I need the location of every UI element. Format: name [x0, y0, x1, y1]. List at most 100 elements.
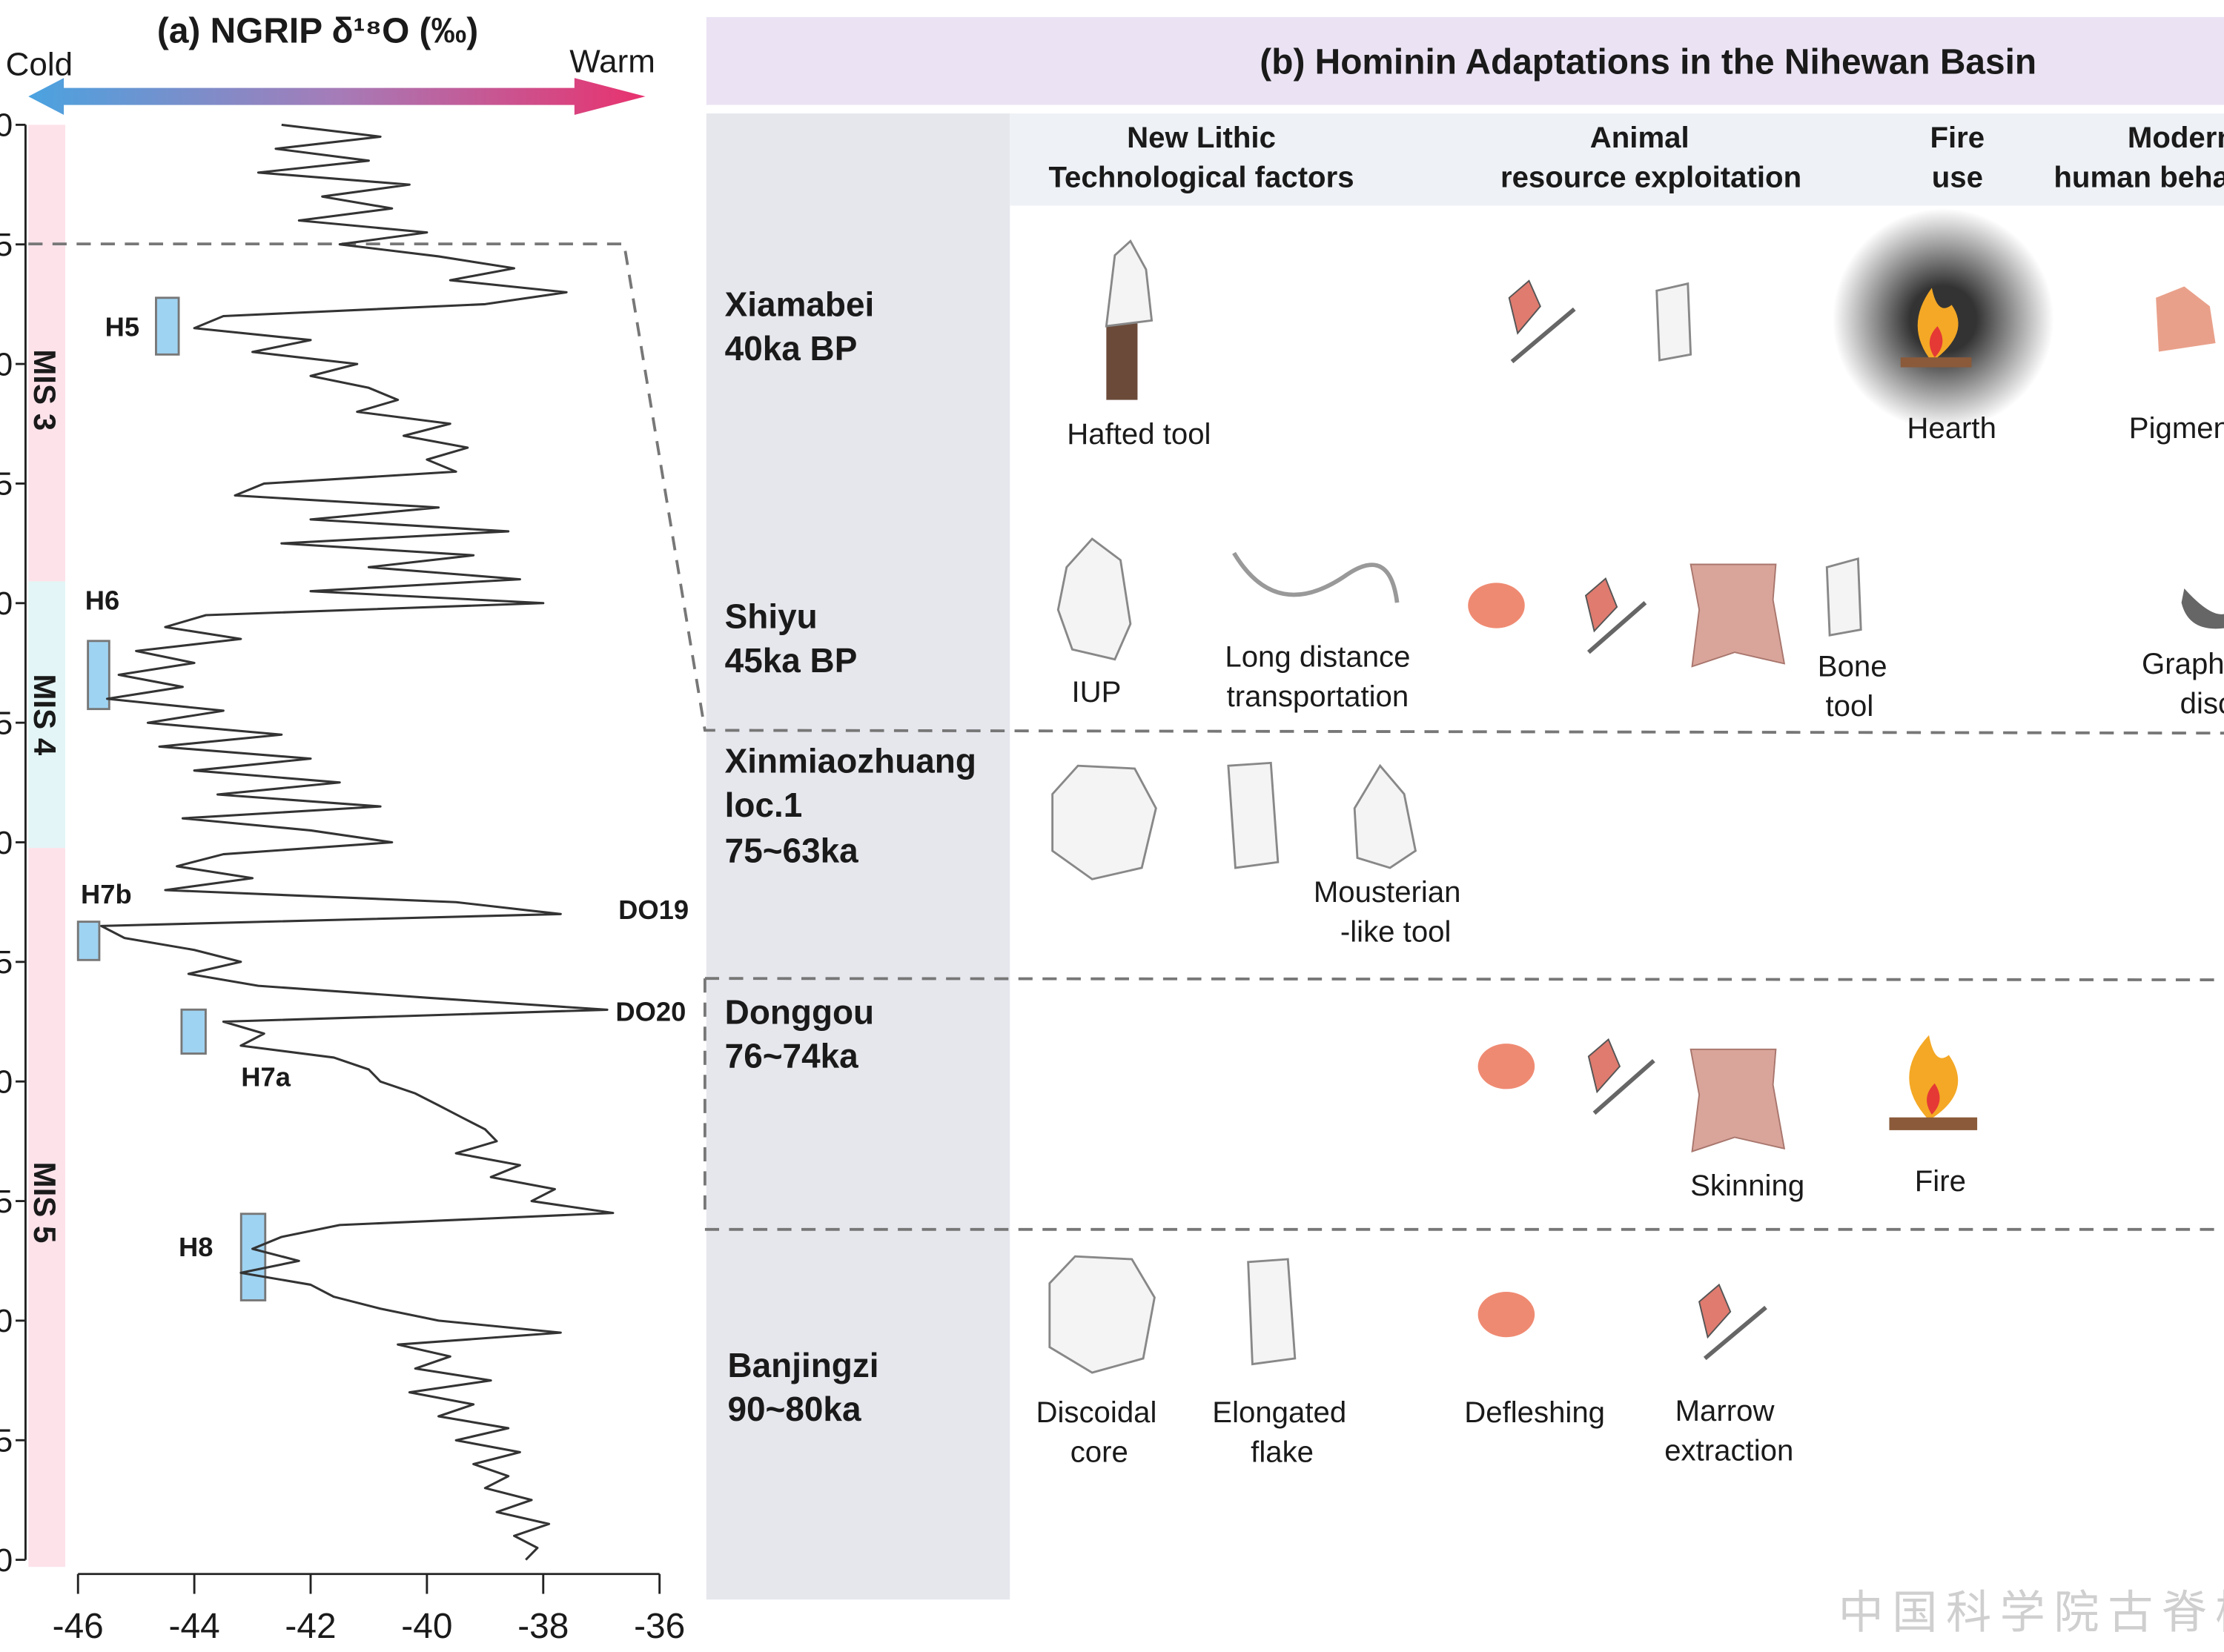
icon-shape [1247, 1258, 1297, 1366]
icon-shape [1655, 282, 1692, 362]
icon-shape [1587, 1038, 1621, 1094]
watermark: 中国科学院古脊椎 [1839, 1586, 2224, 1639]
icon-shape [1889, 1117, 1978, 1130]
y-tick-label: 40 [0, 107, 13, 144]
icon-shape [1048, 1255, 1156, 1374]
icons [1048, 208, 2224, 1374]
icon-shape [28, 242, 2224, 735]
item-label: Fire [1915, 1164, 1966, 1198]
mis-band [28, 848, 66, 1568]
item-label: tool [1826, 689, 1874, 723]
site-age: 76~74ka [725, 1037, 858, 1075]
item-label: core [1070, 1436, 1128, 1469]
icon-shape [76, 920, 101, 961]
column-head: Modern [2128, 121, 2224, 154]
icon-shape [1468, 583, 1525, 628]
item-label: Skinning [1690, 1169, 1804, 1202]
column-head: human behavior [2053, 161, 2224, 194]
icon-shape [1592, 1058, 1655, 1115]
icon-shape [1929, 326, 1943, 358]
item-label: Bone [1818, 650, 1887, 683]
stage-label: MIS 5 [27, 1162, 62, 1244]
item-label: Mousterian [1314, 875, 1461, 909]
site-name: loc.1 [725, 786, 803, 824]
y-tick-label: 60 [0, 586, 13, 622]
icon-shape [704, 977, 2224, 982]
item-label: transportation [1227, 680, 1409, 713]
mis-band [28, 125, 66, 582]
item-label: disc [2180, 686, 2224, 720]
chart-title: (a) NGRIP δ¹⁸O (‰) [157, 11, 478, 50]
icon-shape [1900, 357, 1972, 368]
panel-b: (b) Hominin Adaptations in the Nihewan B… [706, 16, 2224, 1639]
item-label: -like tool [1340, 915, 1452, 948]
event-label: H8 [179, 1232, 213, 1262]
icon-shape [2181, 588, 2224, 629]
item-label: Long distance [1225, 640, 1410, 673]
item-label: Marrow [1675, 1394, 1775, 1427]
icon-shape [180, 1008, 207, 1055]
x-tick-label: -44 [169, 1607, 220, 1646]
icon-shape [1105, 239, 1154, 328]
item-label: Defleshing [1464, 1396, 1605, 1429]
icon-shape [1232, 551, 1400, 603]
icon-shape [1698, 1283, 1732, 1339]
icon-shape [1584, 577, 1618, 633]
y-tick-label: 90 [0, 1303, 13, 1339]
warm-label: Warm [569, 44, 655, 80]
item-label: Elongated [1212, 1396, 1346, 1429]
icon-shape [2156, 286, 2216, 352]
y-tick-label: 55 [0, 466, 13, 502]
column-head: New Lithic [1127, 121, 1276, 154]
item-label: Graphite [2142, 647, 2224, 680]
panel-a: (a) NGRIP δ¹⁸O (‰) Cold Warm MIS 3 MIS 4… [6, 11, 689, 1568]
y-tick-label: 95 [0, 1423, 13, 1459]
icon-shape [239, 1213, 267, 1301]
site-name: Shiyu [725, 597, 818, 636]
x-tick-label: -42 [285, 1607, 336, 1646]
icon-shape [1353, 763, 1417, 869]
site-age: 40ka BP [725, 329, 858, 368]
item-label: Pigment [2129, 411, 2224, 445]
event-label: H5 [105, 311, 139, 342]
icon-shape [1586, 601, 1647, 654]
event-label: H7b [81, 879, 132, 909]
site-name: Xiamabei [725, 285, 875, 324]
item-label: Hafted tool [1067, 417, 1211, 451]
icon-shape [1227, 761, 1280, 869]
y-tick-label: 50 [0, 346, 13, 382]
site-name: Donggou [725, 992, 874, 1031]
y-tick-label: 75 [0, 944, 13, 981]
y-tick-label: 45 [0, 227, 13, 263]
icon-shape [1106, 323, 1138, 400]
heinrich-bars [76, 296, 267, 1301]
header-bar [706, 16, 2224, 105]
gradient-arrow [28, 78, 646, 115]
icon-shape [1508, 279, 1541, 335]
icon-shape [1056, 537, 1132, 661]
column-head: resource exploitation [1500, 161, 1801, 194]
mis-band [28, 581, 66, 849]
site-name: Xinmiaozhuang [725, 742, 976, 780]
item-label: flake [1251, 1436, 1314, 1469]
item-label: Discoidal [1036, 1396, 1156, 1429]
item-label: extraction [1664, 1434, 1793, 1467]
icon-shape [1909, 1035, 1959, 1121]
icon-shape [1927, 1083, 1940, 1115]
icon-shape [1477, 1292, 1535, 1338]
icon-shape [1825, 557, 1862, 637]
x-tick-label: -36 [634, 1607, 685, 1646]
chart-a: -46 -44 -42 -40 -38 -36 40 45 50 55 60 65 70 75 80 85 90… [0, 107, 685, 1646]
stage-label: MIS 4 [27, 674, 62, 755]
site-age: 45ka BP [725, 641, 858, 680]
column-head: Fire [1930, 121, 1985, 154]
icon-shape [1703, 1305, 1767, 1361]
stage-label: MIS 3 [27, 349, 62, 431]
y-tick-label: 65 [0, 705, 13, 741]
icon-shape [87, 640, 110, 711]
column-head: use [1932, 161, 1983, 194]
x-tick-label: -40 [401, 1607, 452, 1646]
event-label: H7a [241, 1062, 291, 1092]
icon-shape [1051, 764, 1157, 880]
icon-shape [1689, 1048, 1786, 1152]
